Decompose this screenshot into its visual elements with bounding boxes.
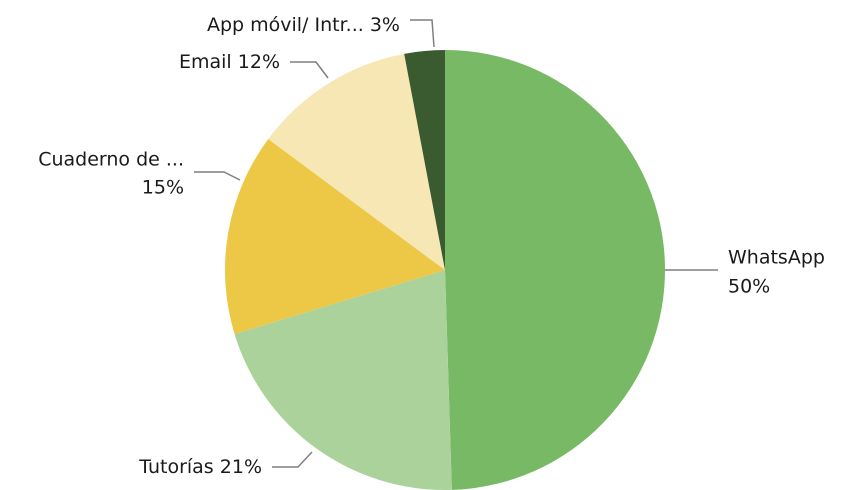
leader-line: [410, 19, 435, 48]
pie-slice: [404, 50, 445, 270]
slice-name: App móvil/ Intr...: [207, 14, 364, 36]
leader-line: [290, 61, 329, 79]
pie-slice: [445, 50, 666, 490]
slice-label: App móvil/ Intr... 3%: [207, 14, 400, 36]
slice-value-label: 50%: [728, 276, 770, 298]
slice-value-label: 21%: [220, 456, 262, 478]
slice-label: Cuaderno de ...: [38, 149, 184, 171]
slice-label: Tutorías 21%: [138, 456, 262, 478]
slice-label: WhatsApp: [728, 247, 825, 269]
slice-name: Email: [179, 51, 232, 73]
slice-value-label: 15%: [142, 177, 184, 199]
slice-name: Tutorías: [138, 456, 213, 478]
pie-slice: [225, 139, 445, 335]
pie-slice: [268, 53, 445, 270]
slice-value-label: 3%: [370, 14, 400, 36]
slice-value-label: 12%: [238, 51, 280, 73]
leader-line: [194, 171, 241, 181]
slice-label: Email 12%: [179, 51, 280, 73]
leader-line: [272, 451, 313, 468]
pie-slice: [234, 270, 452, 490]
